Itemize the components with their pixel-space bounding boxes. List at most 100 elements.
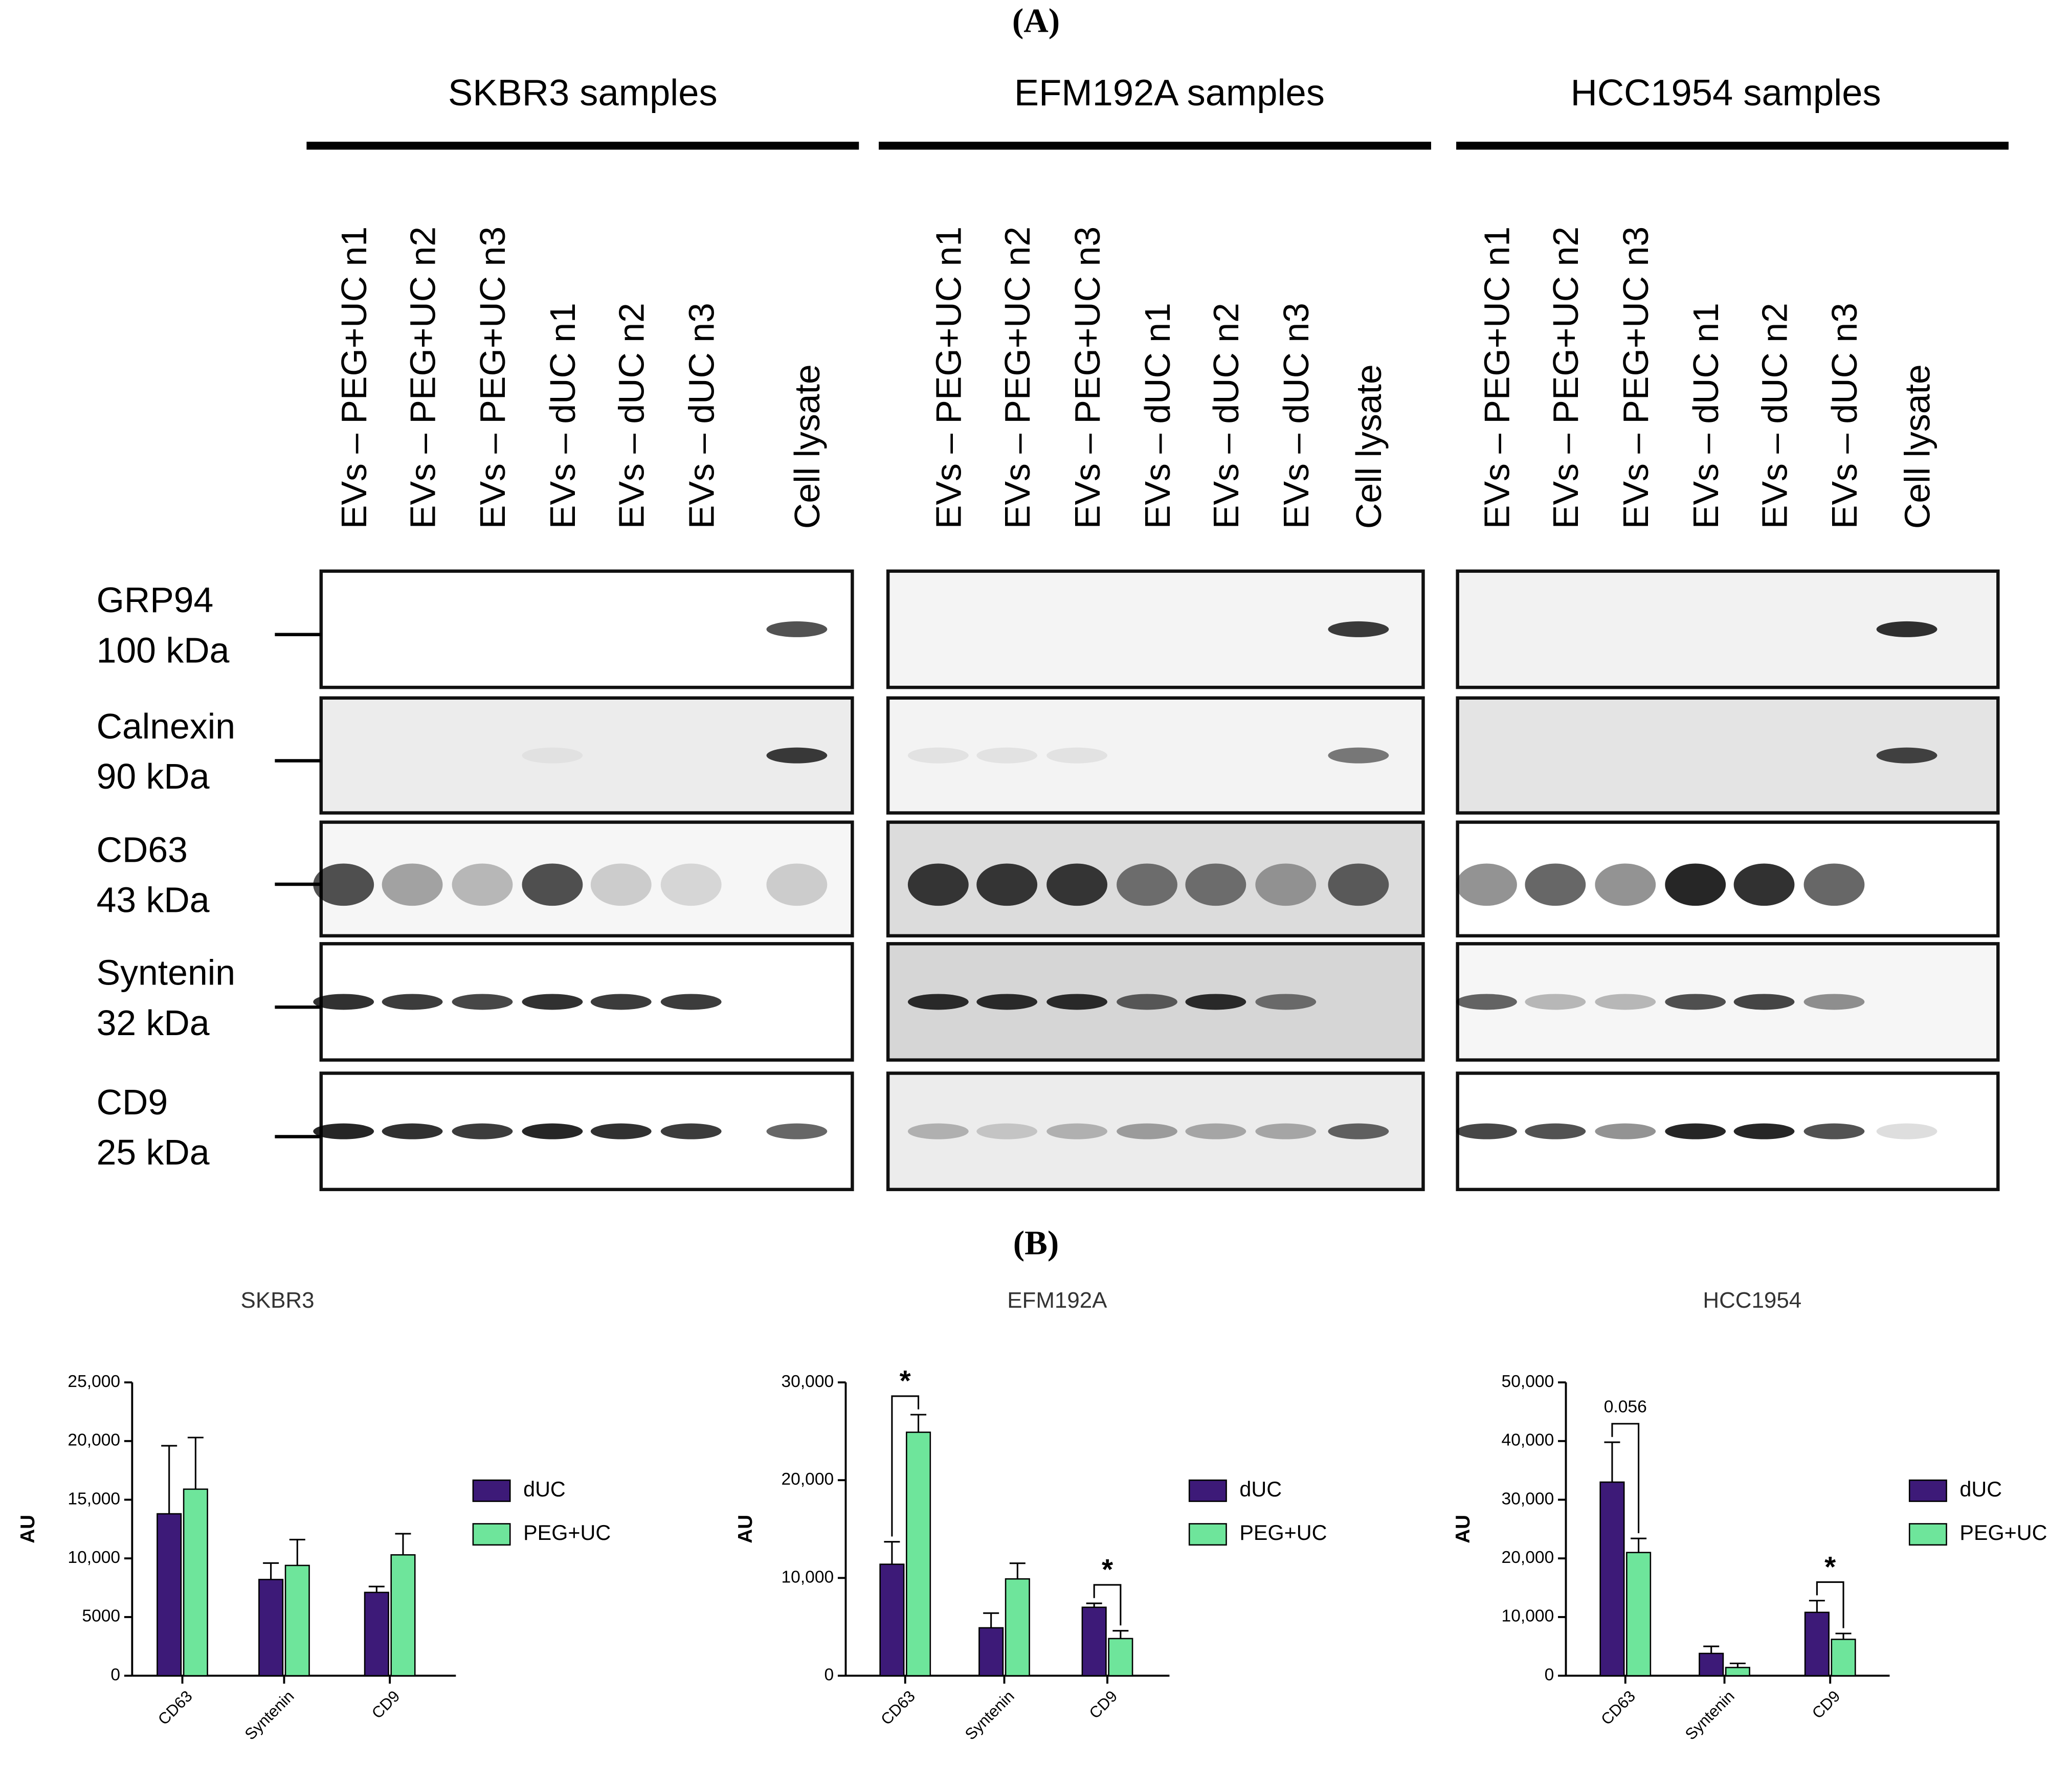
blot-band: [452, 1123, 513, 1139]
protein-label: CD9: [97, 1082, 168, 1122]
blot-band: [1876, 1123, 1937, 1139]
blot-band: [976, 994, 1038, 1010]
annotation: *: [900, 1365, 911, 1397]
blot-band: [1876, 747, 1937, 764]
blot-band: [382, 994, 443, 1010]
y-tick-label: 0: [825, 1665, 834, 1684]
x-tick-label: CD9: [368, 1687, 404, 1722]
blot-band: [522, 863, 583, 906]
lane-label: EVs – dUC n2: [612, 303, 652, 529]
group-title: EFM192A samples: [1014, 73, 1325, 114]
blot-band: [1595, 1123, 1656, 1139]
protein-label: GRP94: [97, 580, 214, 620]
bar: [1831, 1639, 1856, 1676]
blot-band: [1117, 863, 1177, 906]
blot-band: [1456, 1123, 1517, 1139]
significance-bracket: [1611, 1423, 1640, 1533]
y-tick-label: 10,000: [782, 1568, 834, 1586]
lane-label: EVs – PEG+UC n1: [1477, 227, 1517, 529]
blot-band: [907, 1123, 969, 1139]
legend-label: PEG+UC: [523, 1521, 611, 1544]
chart-title: EFM192A: [1007, 1288, 1107, 1313]
protein-label: CD63: [97, 830, 188, 869]
blot-band: [1046, 994, 1108, 1010]
error-bar: [983, 1612, 999, 1628]
blot-band: [1525, 863, 1586, 906]
error-bar: [1112, 1630, 1129, 1639]
bar: [1699, 1652, 1724, 1676]
error-bar: [1809, 1600, 1825, 1613]
blot-band: [1733, 863, 1795, 906]
lane-label: EVs – PEG+UC n3: [473, 227, 513, 529]
error-bar: [161, 1445, 177, 1514]
blot-band: [1046, 1123, 1108, 1139]
x-tick-label: Syntenin: [1682, 1687, 1738, 1743]
error-bar: [289, 1538, 305, 1565]
blot-band: [1255, 994, 1317, 1010]
blot-band: [1255, 1123, 1317, 1139]
error-bar: [1631, 1537, 1647, 1553]
significance-bracket: [1093, 1584, 1122, 1626]
blot-band: [1185, 863, 1246, 906]
blot-band: [907, 863, 969, 906]
y-tick-label: 0: [110, 1665, 120, 1684]
bar: [1005, 1578, 1030, 1676]
blot-band: [1733, 994, 1795, 1010]
y-axis-label: AU: [17, 1515, 39, 1543]
blot-band: [1876, 621, 1937, 637]
blot-band: [976, 747, 1038, 764]
y-tick-label: 20,000: [1502, 1548, 1554, 1567]
group-title: HCC1954 samples: [1571, 73, 1881, 114]
lane-label: Cell lysate: [1897, 364, 1937, 529]
blot-panel: [319, 696, 854, 815]
size-label: 90 kDa: [97, 756, 210, 796]
blot-band: [1185, 1123, 1246, 1139]
annotation: *: [1102, 1554, 1113, 1586]
lane-label: EVs – PEG+UC n2: [1546, 227, 1586, 529]
lane-label: EVs – PEG+UC n3: [1067, 227, 1107, 529]
blot-band: [660, 1123, 722, 1139]
blot-band: [1456, 994, 1517, 1010]
y-tick-label: 10,000: [68, 1548, 120, 1567]
blot-band: [766, 621, 828, 637]
error-bar: [1009, 1562, 1026, 1579]
y-tick-label: 15,000: [68, 1489, 120, 1508]
x-tick-label: CD63: [154, 1687, 196, 1729]
blot-band: [1328, 621, 1389, 637]
legend-swatch: [1908, 1523, 1947, 1546]
chart-title: SKBR3: [241, 1288, 315, 1313]
lane-label: EVs – dUC n2: [1206, 303, 1246, 529]
lane-label: Cell lysate: [787, 364, 827, 529]
error-bar: [187, 1437, 204, 1489]
blot-band: [590, 994, 652, 1010]
error-bar: [1703, 1645, 1720, 1653]
panel-label: (A): [1012, 2, 1060, 40]
y-axis-label: AU: [734, 1515, 756, 1543]
x-tick-label: CD63: [1597, 1687, 1639, 1729]
x-tick-label: Syntenin: [962, 1687, 1018, 1743]
bar: [879, 1563, 905, 1676]
protein-label: Syntenin: [97, 953, 235, 993]
chart-title: HCC1954: [1703, 1288, 1801, 1313]
lane-label: EVs – PEG+UC n3: [1616, 227, 1656, 529]
blot-band: [313, 863, 374, 906]
blot-band: [1046, 747, 1108, 764]
bar: [390, 1554, 416, 1676]
legend-label: dUC: [1239, 1477, 1282, 1501]
lane-label: EVs – dUC n3: [1276, 303, 1316, 529]
blot-band: [1665, 1123, 1726, 1139]
size-label: 32 kDa: [97, 1003, 210, 1043]
lane-label: EVs – PEG+UC n2: [997, 227, 1037, 529]
lane-label: EVs – dUC n3: [1824, 303, 1864, 529]
blot-band: [1595, 994, 1656, 1010]
blot-band: [1803, 1123, 1865, 1139]
blot-band: [522, 1123, 583, 1139]
blot-band: [1117, 994, 1177, 1010]
y-tick-label: 30,000: [782, 1372, 834, 1391]
lane-label: EVs – dUC n1: [543, 303, 583, 529]
error-bar: [910, 1414, 927, 1432]
blot-band: [1665, 863, 1726, 906]
y-tick-label: 40,000: [1502, 1431, 1554, 1450]
blot-panel: [1456, 942, 2000, 1062]
